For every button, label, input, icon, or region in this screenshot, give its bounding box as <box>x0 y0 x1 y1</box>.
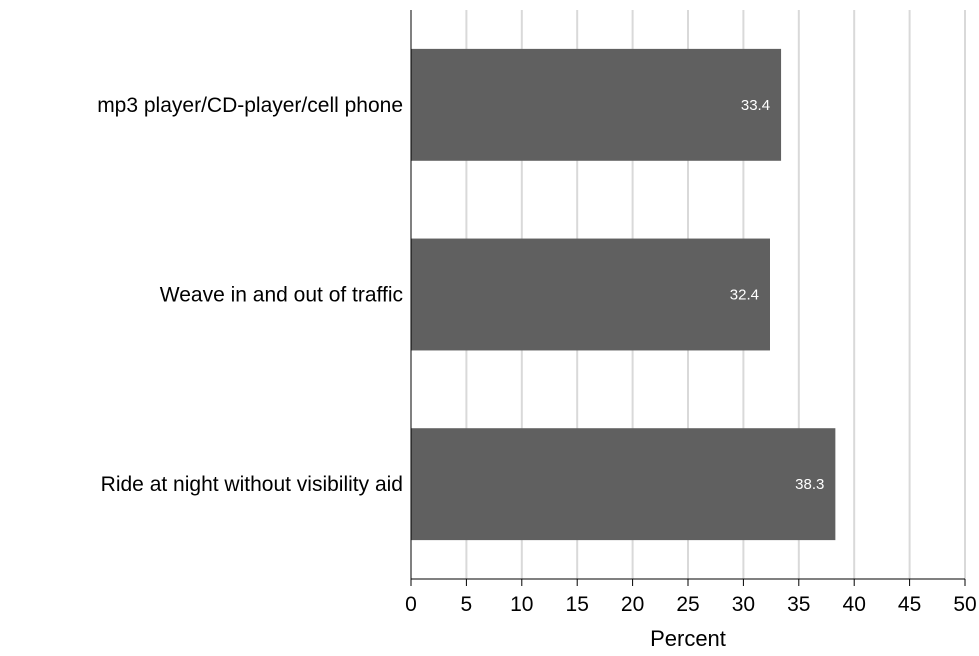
x-tick-label: 15 <box>566 593 589 616</box>
bar <box>411 238 770 351</box>
x-tick-label: 40 <box>843 593 866 616</box>
category-label: mp3 player/CD-player/cell phone <box>97 94 403 117</box>
bars: 33.4 32.4 38.3 <box>411 48 836 541</box>
x-tick-label: 5 <box>461 593 473 616</box>
bar-value-label: 32.4 <box>730 287 759 304</box>
x-tick-label: 30 <box>732 593 755 616</box>
bar-value-label: 38.3 <box>795 476 824 493</box>
x-tick-label: 50 <box>953 593 976 616</box>
x-tick-label: 10 <box>510 593 533 616</box>
category-label: Ride at night without visibility aid <box>101 473 403 496</box>
x-tick-label: 45 <box>898 593 921 616</box>
x-tick-label: 0 <box>405 593 417 616</box>
bar <box>411 48 782 161</box>
x-ticks: 0 5 10 15 20 25 30 35 40 45 50 <box>405 579 977 616</box>
x-axis-title: Percent <box>650 626 726 651</box>
bar-value-label: 33.4 <box>741 97 770 114</box>
x-tick-label: 20 <box>621 593 644 616</box>
x-tick-label: 35 <box>787 593 810 616</box>
bar <box>411 428 836 541</box>
category-label: Weave in and out of traffic <box>160 284 403 307</box>
x-tick-label: 25 <box>676 593 699 616</box>
